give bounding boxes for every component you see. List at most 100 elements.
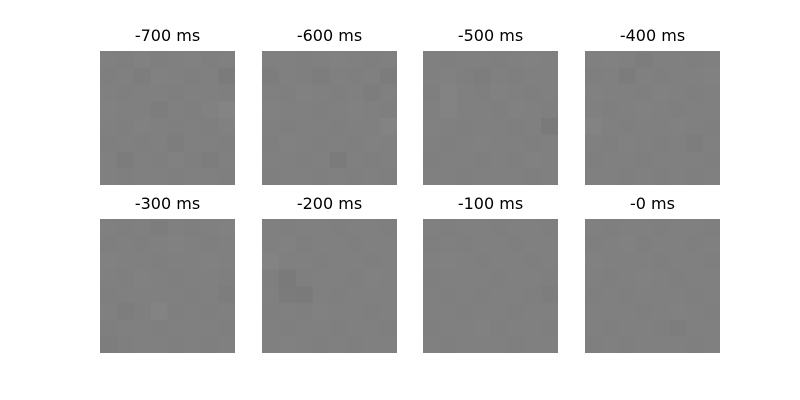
heatmap-cell	[456, 336, 475, 353]
heatmap-cell	[167, 286, 185, 304]
heatmap-cell	[585, 219, 603, 237]
heatmap-cell	[601, 151, 620, 169]
heatmap-cell	[218, 269, 235, 287]
heatmap-cell	[652, 134, 670, 152]
heatmap-cell	[507, 252, 525, 270]
heatmap-cell	[133, 252, 152, 270]
heatmap-cell	[218, 134, 235, 152]
heatmap-cell	[278, 286, 297, 304]
heatmap-cell	[423, 151, 441, 169]
heatmap-cell	[184, 118, 202, 136]
heatmap-cell	[312, 252, 331, 270]
heatmap-cell	[167, 252, 185, 270]
heatmap-cell	[703, 151, 720, 169]
heatmap-cell	[363, 101, 381, 119]
heatmap-cell	[456, 101, 475, 119]
heatmap-cell	[262, 101, 280, 119]
heatmap-cell	[133, 336, 152, 353]
heatmap-cell	[329, 336, 347, 353]
heatmap-cell	[601, 118, 620, 136]
heatmap-cell	[669, 67, 687, 85]
heatmap-cell	[703, 219, 720, 237]
heatmap-cell	[201, 101, 219, 119]
heatmap-cell	[380, 84, 397, 102]
heatmap-cell	[312, 84, 331, 102]
heatmap-cell	[184, 101, 202, 119]
heatmap-cell	[312, 336, 331, 353]
heatmap-cell	[456, 118, 475, 136]
heatmap-cell	[507, 302, 525, 320]
heatmap-cell	[423, 286, 441, 304]
heatmap-cell	[652, 269, 670, 287]
heatmap-cell	[116, 269, 135, 287]
heatmap-cell	[541, 319, 558, 337]
heatmap-cell	[201, 319, 219, 337]
heatmap-cell	[669, 252, 687, 270]
heatmap-cell	[295, 319, 314, 337]
heatmap-cell	[507, 51, 525, 69]
heatmap-cell	[439, 319, 458, 337]
heatmap-cell	[262, 51, 280, 69]
heatmap-cell	[150, 151, 169, 169]
heatmap-cell	[507, 235, 525, 253]
heatmap-cell	[262, 134, 280, 152]
heatmap-cell	[329, 151, 347, 169]
heatmap-cell	[618, 101, 637, 119]
heatmap-cell	[295, 286, 314, 304]
heatmap-cell	[585, 269, 603, 287]
heatmap-cell	[346, 51, 364, 69]
heatmap-cell	[618, 336, 637, 353]
heatmap-cell	[669, 336, 687, 353]
heatmap-cell	[669, 319, 687, 337]
heatmap-cell	[184, 151, 202, 169]
heatmap-cell	[439, 101, 458, 119]
heatmap-cell	[262, 235, 280, 253]
heatmap-cell	[312, 219, 331, 237]
heatmap-cell	[669, 151, 687, 169]
heatmap-panel	[262, 219, 397, 353]
heatmap-cell	[380, 168, 397, 185]
heatmap-cell	[133, 168, 152, 185]
heatmap-cell	[541, 252, 558, 270]
heatmap-cell	[473, 336, 492, 353]
panel-title: -200 ms	[296, 194, 363, 213]
heatmap-cell	[423, 252, 441, 270]
heatmap-cell	[601, 252, 620, 270]
heatmap-cell	[295, 101, 314, 119]
heatmap-cell	[456, 51, 475, 69]
heatmap-cell	[439, 286, 458, 304]
heatmap-cell	[262, 219, 280, 237]
heatmap-cell	[201, 252, 219, 270]
heatmap-cell	[363, 151, 381, 169]
heatmap-cell	[423, 51, 441, 69]
heatmap-cell	[524, 67, 542, 85]
heatmap-cell	[100, 319, 118, 337]
heatmap-cell	[133, 134, 152, 152]
heatmap-cell	[618, 219, 637, 237]
heatmap-cell	[167, 302, 185, 320]
heatmap-cell	[167, 151, 185, 169]
heatmap-cell	[652, 235, 670, 253]
heatmap-cell	[262, 319, 280, 337]
heatmap-cell	[541, 51, 558, 69]
heatmap-cell	[116, 336, 135, 353]
heatmap-cell	[618, 286, 637, 304]
heatmap-cell	[703, 51, 720, 69]
heatmap-cell	[380, 336, 397, 353]
heatmap-cell	[100, 168, 118, 185]
heatmap-panel	[585, 51, 720, 185]
heatmap-cell	[201, 151, 219, 169]
heatmap-cell	[380, 151, 397, 169]
heatmap-cell	[703, 134, 720, 152]
heatmap-cell	[652, 286, 670, 304]
heatmap-cell	[652, 302, 670, 320]
heatmap-cell	[201, 336, 219, 353]
heatmap-cell	[184, 336, 202, 353]
heatmap-cell	[703, 101, 720, 119]
heatmap-cell	[346, 302, 364, 320]
heatmap-cell	[585, 252, 603, 270]
heatmap-panel	[423, 219, 558, 353]
heatmap-cell	[218, 235, 235, 253]
heatmap-cell	[312, 286, 331, 304]
heatmap-cell	[601, 319, 620, 337]
